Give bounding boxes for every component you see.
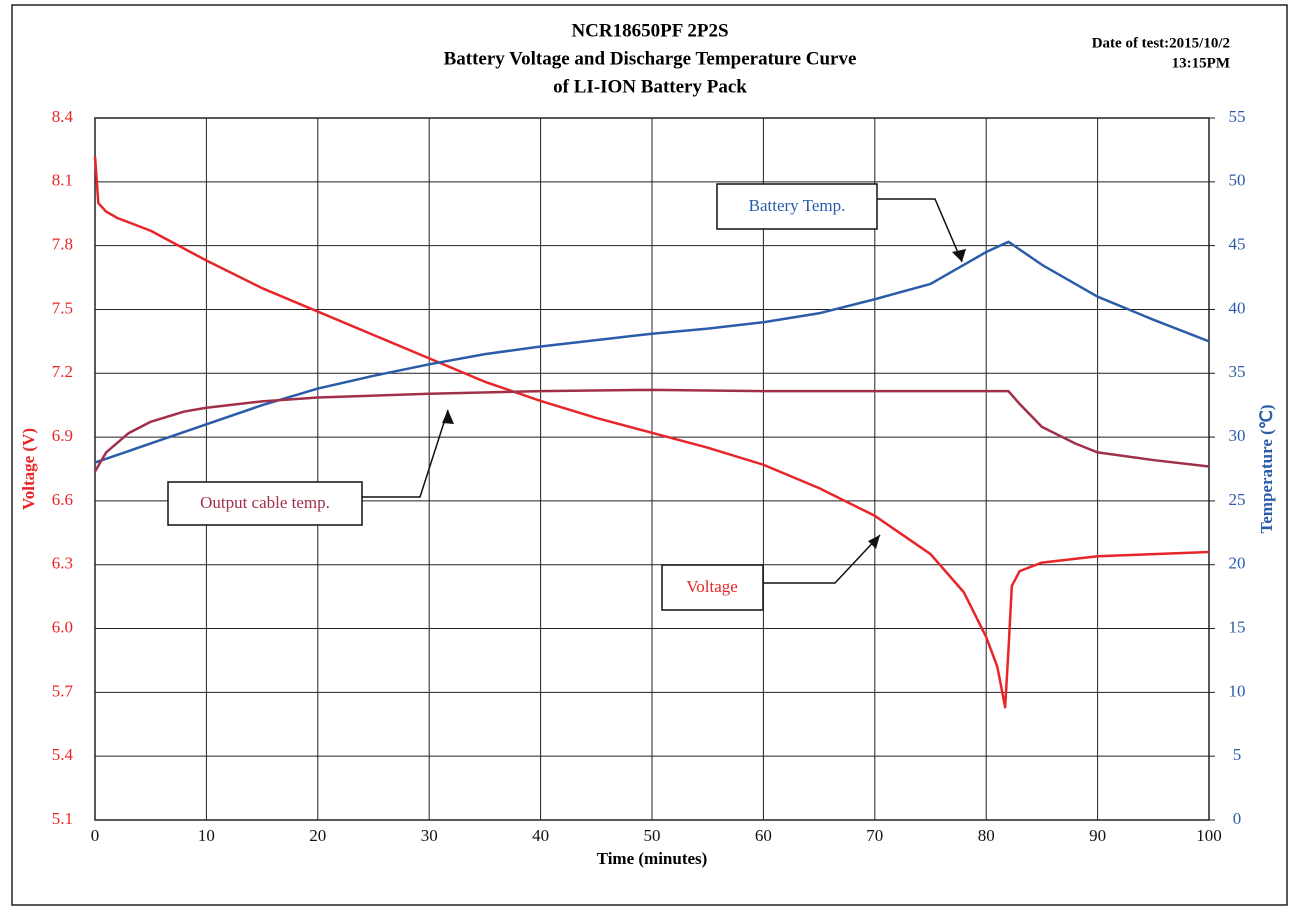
x-tick-label: 50 xyxy=(644,826,661,845)
arrowhead xyxy=(868,535,880,549)
arrow xyxy=(763,534,881,584)
y-tick-label: 7.5 xyxy=(52,298,73,317)
annotation-box xyxy=(661,564,764,611)
y2-tick-label: 25 xyxy=(1229,490,1246,509)
y-tick-label: 6.9 xyxy=(52,426,73,445)
x-tick-label: 20 xyxy=(309,826,326,845)
annotation-text: Output cable temp. xyxy=(200,493,330,512)
arrowhead xyxy=(952,249,966,262)
y-tick-label: 6.6 xyxy=(52,490,73,509)
x-tick-label: 60 xyxy=(755,826,772,845)
chart-title: Battery Voltage and Discharge Temperatur… xyxy=(444,48,857,69)
x-axis-label: Time (minutes) xyxy=(597,849,708,868)
y2-tick-label: 45 xyxy=(1229,235,1246,254)
y2-tick-label: 30 xyxy=(1229,426,1246,445)
y2-axis-label: Temperature (℃) xyxy=(1257,404,1276,533)
x-tick-label: 80 xyxy=(978,826,995,845)
x-tick-label: 30 xyxy=(421,826,438,845)
plot-area: 0 10 20 30 40 50 60 70 80 90 1005.15.45.76.06.36.6… xyxy=(52,107,1246,845)
y2-tick-label: 15 xyxy=(1229,617,1246,636)
annotation: Battery Temp. Output cable temp. Voltage xyxy=(167,183,966,611)
y-tick-label: 5.1 xyxy=(52,809,73,828)
annotation-box xyxy=(716,183,878,230)
y-tick-label: 8.1 xyxy=(52,171,73,190)
y2-tick-label: 5 xyxy=(1233,745,1242,764)
arrow xyxy=(877,198,963,263)
y-tick-label: 7.8 xyxy=(52,235,73,254)
x-tick-label: 40 xyxy=(532,826,549,845)
y2-tick-label: 40 xyxy=(1229,298,1246,317)
x-tick-label: 100 xyxy=(1196,826,1222,845)
x-tick-label: 10 xyxy=(198,826,215,845)
y-tick-label: 5.4 xyxy=(52,745,74,764)
date-note: 13:15PM xyxy=(1172,55,1230,71)
line-series xyxy=(93,156,1210,709)
y-tick-label: 6.0 xyxy=(52,617,73,636)
y2-tick-label: 50 xyxy=(1229,171,1246,190)
chart-title: of LI-ION Battery Pack xyxy=(553,76,747,97)
y-tick-label: 6.3 xyxy=(52,554,73,573)
x-tick-label: 70 xyxy=(866,826,883,845)
y-tick-label: 7.2 xyxy=(52,362,73,381)
annotation-box xyxy=(167,481,363,526)
annotation-text: Battery Temp. xyxy=(749,196,846,215)
y-tick-label: 5.7 xyxy=(52,681,74,700)
y2-tick-label: 20 xyxy=(1229,554,1246,573)
chart-title: NCR18650PF 2P2S xyxy=(571,20,728,41)
frame xyxy=(11,4,1288,906)
arrow xyxy=(362,409,449,498)
line-series xyxy=(94,240,1210,464)
x-tick-label: 0 xyxy=(91,826,100,845)
y-tick-label: 8.4 xyxy=(52,107,74,126)
y2-tick-label: 55 xyxy=(1229,107,1246,126)
plot-border xyxy=(94,117,1210,821)
y2-tick-label: 35 xyxy=(1229,362,1246,381)
line-series xyxy=(93,388,1210,473)
arrowhead xyxy=(442,410,454,424)
y2-tick-label: 10 xyxy=(1229,681,1246,700)
x-tick-label: 90 xyxy=(1089,826,1106,845)
annotation-text: Voltage xyxy=(686,577,738,596)
date-note: Date of test:2015/10/2 xyxy=(1092,35,1230,51)
y-axis-label: Voltage (V) xyxy=(19,428,38,510)
y2-tick-label: 0 xyxy=(1233,809,1242,828)
